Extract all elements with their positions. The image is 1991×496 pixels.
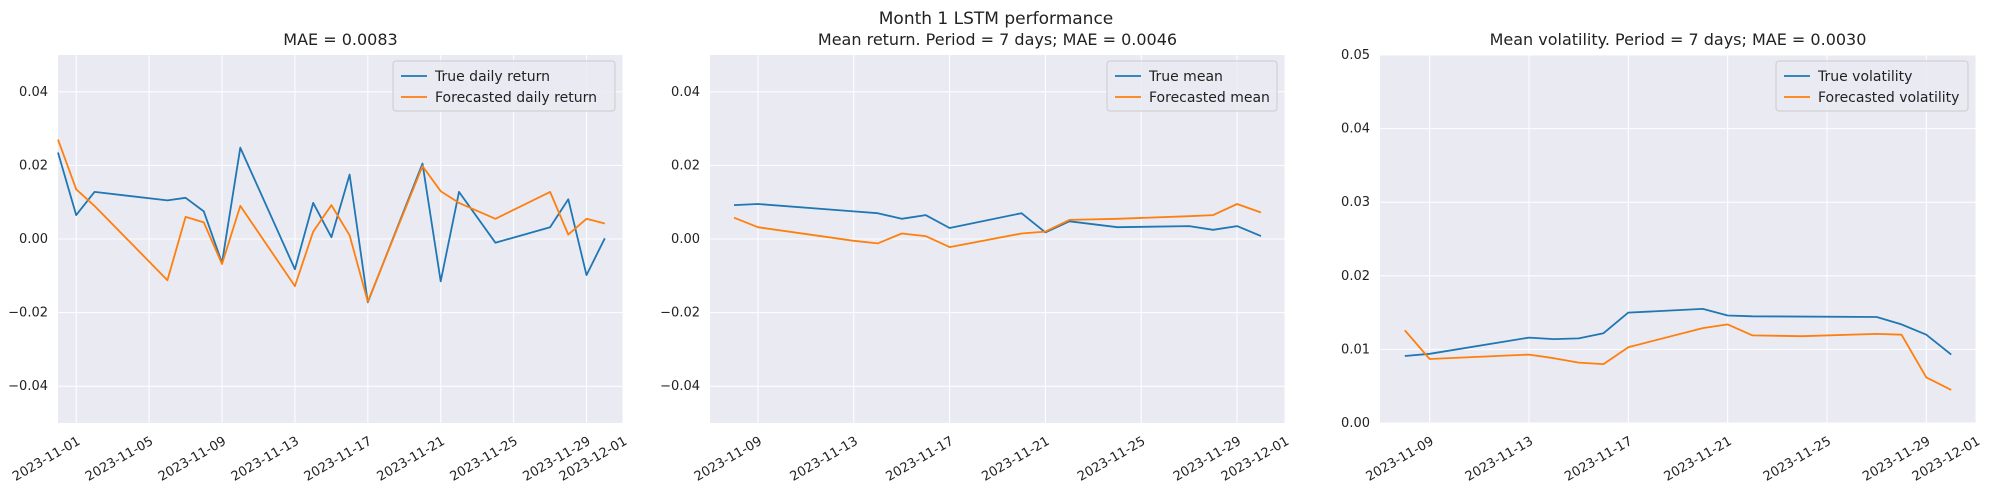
x-tick-label: 2023-11-13 [229,434,302,485]
chart-2: −0.04 −0.02 0.00 0.02 0.04 2023-11-09 2023-11-… [660,30,1292,485]
x-tick-label: 2023-11-17 [884,434,957,485]
legend: True volatility Forecasted volatility [1775,60,1969,112]
y-tick-label: −0.04 [660,379,700,394]
chart-title: Mean volatility. Period = 7 days; MAE = … [1490,30,1867,49]
y-tick-label: −0.04 [8,379,48,394]
x-tick-label: 2023-11-09 [156,434,229,485]
series-line-forecast [1404,323,1952,391]
series-line-true [57,146,606,304]
y-tick-label: 0.05 [1341,48,1370,63]
legend-label: True mean [1148,69,1223,85]
y-tick-label: −0.02 [8,306,48,321]
x-tick-label: 2023-11-09 [1364,434,1437,485]
figure-suptitle: Month 1 LSTM performance [879,9,1114,29]
x-tick-label: 2023-11-25 [448,434,521,485]
plot-area [1380,55,1976,423]
legend: True mean Forecasted mean [1106,60,1278,112]
y-tick-label: 0.00 [1341,416,1370,431]
x-tick-label: 2023-11-09 [692,434,765,485]
y-tick-label: 0.00 [19,232,48,247]
legend: True daily return Forecasted daily return [392,60,616,112]
y-tick-label: 0.03 [1341,195,1370,210]
x-tick-label: 2023-11-21 [1662,434,1735,485]
y-tick-label: 0.04 [1341,122,1370,137]
y-tick-label: 0.04 [19,85,48,100]
chart-title: MAE = 0.0083 [283,30,397,49]
legend-box [392,60,616,112]
series-line-true [733,203,1262,237]
x-tick-label: 2023-11-13 [1463,434,1536,485]
x-tick-label: 2023-11-25 [1075,434,1148,485]
x-tick-label: 2023-11-17 [1562,434,1635,485]
legend-label: Forecasted daily return [435,90,597,106]
x-tick-label: 2023-11-13 [788,434,861,485]
series-line-true [1404,307,1952,357]
legend-box [1775,60,1969,112]
chart-title: Mean return. Period = 7 days; MAE = 0.00… [818,30,1177,49]
chart-3: 0.00 0.01 0.02 0.03 0.04 0.05 2023-11-09 2023-1… [1341,30,1983,485]
legend-label: Forecasted mean [1149,90,1270,106]
y-tick-label: 0.04 [671,85,700,100]
y-tick-label: 0.02 [671,158,700,173]
y-tick-label: 0.02 [19,158,48,173]
legend-box [1106,60,1278,112]
y-tick-label: −0.02 [660,306,700,321]
x-tick-label: 2023-11-05 [83,434,156,485]
x-tick-label: 2023-11-25 [1761,434,1834,485]
legend-label: True daily return [434,69,550,85]
legend-label: Forecasted volatility [1818,90,1959,106]
y-tick-label: 0.01 [1341,342,1370,357]
x-tick-label: 2023-11-01 [10,434,83,485]
x-tick-label: 2023-11-17 [302,434,375,485]
series-line-forecast [733,203,1262,249]
y-tick-label: 0.00 [671,232,700,247]
x-tick-label: 2023-11-21 [979,434,1052,485]
y-tick-label: 0.02 [1341,269,1370,284]
x-tick-label: 2023-11-21 [375,434,448,485]
legend-label: True volatility [1817,69,1912,85]
series-line-forecast [57,139,606,303]
